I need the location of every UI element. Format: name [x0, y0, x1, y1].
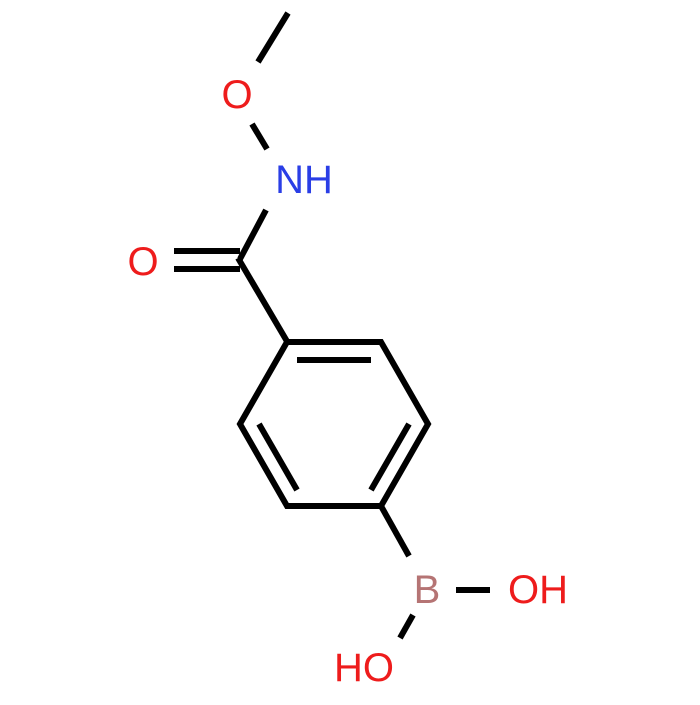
atom-label: HO: [334, 646, 394, 690]
bond: [256, 422, 300, 492]
bond: [235, 256, 291, 345]
bond: [255, 11, 291, 64]
bond: [249, 122, 270, 151]
atom-label: B: [414, 568, 441, 612]
atom-label: O: [127, 240, 158, 284]
bond: [368, 422, 412, 492]
atom-label: OH: [508, 568, 568, 612]
atom-label: O: [221, 73, 252, 117]
bond: [237, 208, 269, 261]
ring: [236, 339, 432, 509]
bond: [397, 613, 416, 640]
atom-label: NH: [275, 158, 333, 202]
bond: [378, 504, 412, 558]
bonds: [174, 11, 490, 640]
